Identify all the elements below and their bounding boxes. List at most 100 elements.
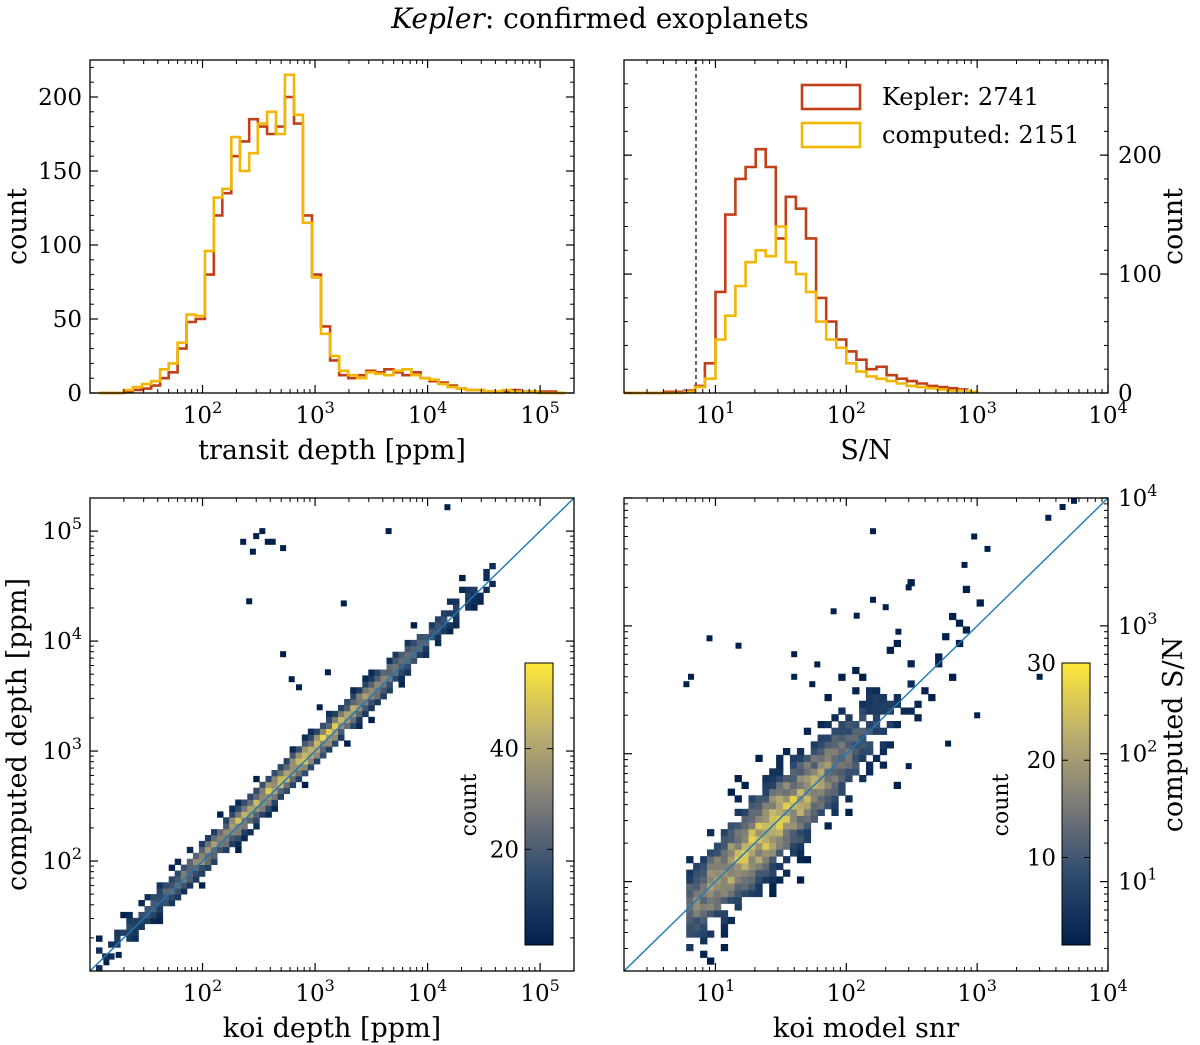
heatmap-outlier-cell — [683, 681, 690, 688]
heatmap-cell — [831, 727, 839, 735]
heatmap-cell — [872, 700, 881, 708]
heatmap-cell — [803, 775, 812, 783]
heatmap-cell — [319, 728, 327, 735]
heatmap-cell — [693, 889, 701, 898]
heatmap-cell — [783, 788, 791, 796]
heatmap-cell — [789, 788, 798, 796]
heatmap-cell — [707, 862, 715, 871]
heatmap-cell — [810, 775, 818, 783]
heatmap-cell — [886, 741, 894, 749]
heatmap-cell — [852, 734, 860, 742]
hist-series-computed — [624, 225, 979, 395]
heatmap-cell — [356, 716, 363, 724]
heatmap-cell — [769, 876, 777, 884]
heatmap-cell — [872, 694, 881, 702]
heatmap-cell — [126, 917, 133, 925]
heatmap-cell — [831, 741, 839, 749]
heatmap-cell — [803, 781, 812, 789]
heatmap-cell — [720, 829, 729, 837]
heatmap-cell — [453, 616, 460, 623]
heatmap-cell — [265, 799, 272, 806]
heatmap-cell — [734, 835, 742, 844]
heatmap-cell — [796, 856, 805, 864]
heatmap-cell — [338, 710, 345, 718]
x-axis-label: S/N — [840, 435, 891, 466]
heatmap-cell — [386, 687, 393, 694]
heatmap-cell — [748, 829, 756, 837]
heatmap-cell — [831, 748, 839, 756]
heatmap-cell — [817, 741, 825, 749]
x-tick-label: 104 — [1088, 398, 1127, 429]
heatmap-cell — [168, 864, 176, 871]
heatmap-cell — [686, 896, 694, 904]
heatmap-cell — [907, 680, 915, 688]
heatmap-cell — [211, 840, 218, 848]
heatmap-outlier-cell — [316, 704, 323, 711]
heatmap-cell — [713, 856, 722, 864]
heatmap-cell — [713, 889, 722, 898]
heatmap-cell — [489, 580, 496, 588]
heatmap-cell — [755, 815, 763, 823]
heatmap-cell — [727, 896, 735, 904]
heatmap-cell — [126, 935, 133, 942]
heatmap-cell — [734, 903, 742, 911]
heatmap-cell — [259, 787, 266, 794]
heatmap-cell — [338, 728, 345, 735]
heatmap-cell — [824, 741, 832, 749]
heatmap-cell — [845, 721, 853, 729]
heatmap-cell — [144, 917, 151, 925]
heatmap-cell — [859, 741, 867, 749]
heatmap-cell — [755, 849, 763, 857]
heatmap-cell — [126, 911, 133, 919]
heatmap-cell — [748, 822, 756, 830]
heatmap-cell — [727, 835, 735, 844]
heatmap-cell — [168, 900, 176, 907]
heatmap-cell — [368, 699, 375, 706]
heatmap-cell — [120, 929, 127, 936]
heatmap-cell — [700, 916, 708, 925]
heatmap-cell — [810, 741, 818, 749]
heatmap-cell — [824, 802, 832, 810]
heatmap-cell — [253, 811, 260, 818]
heatmap-cell — [741, 869, 749, 877]
heatmap-cell — [404, 639, 412, 647]
y-tick-label: 102 — [1118, 737, 1157, 768]
heatmap-cell — [831, 802, 839, 810]
heatmap-outlier-cell — [280, 545, 287, 552]
heatmap-cell — [156, 917, 164, 925]
heatmap-cell — [204, 858, 212, 865]
heatmap-cell — [769, 883, 777, 891]
heatmap-cell — [803, 795, 812, 803]
heatmap-cell — [762, 775, 770, 783]
heatmap-cell — [879, 727, 888, 735]
heatmap-outlier-cell — [1036, 673, 1043, 680]
heatmap-cell — [748, 862, 756, 871]
heatmap-cell — [174, 870, 182, 877]
heatmap-outlier-cell — [115, 951, 122, 958]
one-to-one-line — [624, 498, 1108, 971]
heatmap-cell — [368, 681, 375, 688]
heatmap-cell — [477, 592, 484, 599]
heatmap-cell — [845, 795, 853, 803]
y-tick-label: 150 — [38, 159, 82, 185]
heatmap-cell — [762, 815, 770, 823]
heatmap-cell — [748, 835, 756, 844]
heatmap-cell — [241, 835, 248, 842]
heatmap-cell — [845, 741, 853, 749]
heatmap-cell — [789, 808, 798, 816]
heatmap-cell — [769, 795, 777, 803]
heatmap-cell — [707, 930, 715, 938]
heatmap-cell — [223, 846, 230, 854]
heatmap-cell — [748, 883, 756, 891]
heatmap-cell — [741, 876, 749, 884]
x-tick-label: 101 — [696, 398, 735, 429]
heatmap-cell — [748, 876, 756, 884]
heatmap-cell — [769, 835, 777, 844]
plot-frame — [89, 59, 575, 394]
heatmap-cell — [350, 699, 357, 706]
heatmap-cell — [223, 840, 230, 848]
colorbar-label: count — [457, 773, 482, 836]
heatmap-cell — [344, 699, 351, 706]
heatmap-cell — [283, 781, 290, 789]
